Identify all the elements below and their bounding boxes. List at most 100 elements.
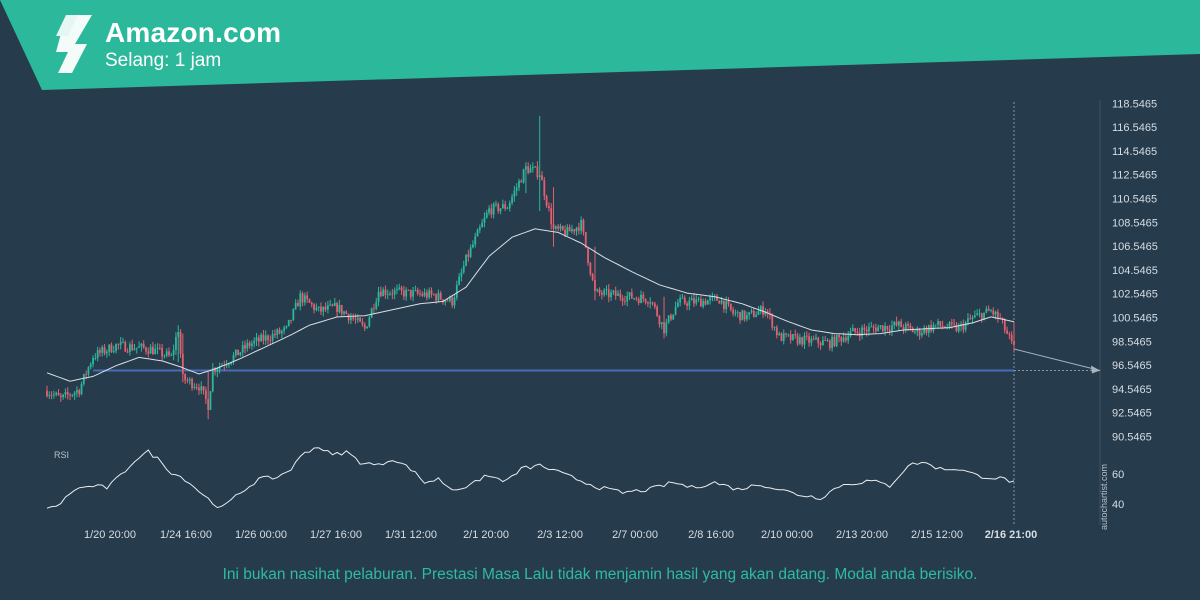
candle — [140, 342, 143, 352]
candle — [785, 332, 787, 338]
candle — [161, 343, 164, 362]
candle — [269, 335, 272, 345]
candle — [870, 321, 873, 328]
candle — [888, 324, 891, 336]
candle — [953, 318, 956, 327]
candle — [336, 301, 338, 317]
candle — [619, 289, 622, 301]
candle — [506, 206, 509, 210]
candle — [978, 308, 981, 318]
candle — [469, 244, 472, 259]
candle — [561, 225, 564, 231]
candle — [485, 209, 488, 219]
candle — [805, 331, 808, 341]
candle — [124, 340, 127, 353]
candle — [280, 329, 283, 339]
candle — [142, 340, 145, 350]
candle — [916, 326, 919, 337]
candle — [775, 325, 778, 339]
candle — [729, 303, 732, 312]
candle — [483, 212, 486, 228]
candle — [163, 354, 166, 359]
candle — [352, 313, 355, 321]
candle — [499, 208, 502, 215]
candle — [957, 322, 960, 334]
candle — [865, 325, 868, 337]
rsi-level-60: 60 — [1112, 469, 1124, 481]
candle — [921, 329, 923, 338]
candle — [343, 310, 345, 316]
candle — [350, 312, 352, 325]
candle — [734, 309, 737, 317]
candle — [973, 310, 976, 319]
candle — [587, 247, 589, 266]
candle — [382, 287, 385, 297]
candle — [301, 291, 304, 307]
candle — [425, 289, 428, 301]
candle — [612, 289, 615, 296]
candle — [838, 333, 840, 343]
candle — [458, 273, 461, 286]
y-tick-label: 90.5465 — [1112, 432, 1152, 444]
candle — [633, 297, 636, 301]
candle — [333, 297, 336, 307]
candle — [416, 287, 419, 296]
candle — [598, 287, 601, 297]
candle — [119, 337, 122, 350]
candle — [543, 176, 546, 201]
x-tick-label: 2/13 20:00 — [836, 529, 888, 541]
candle — [773, 326, 776, 331]
candle — [375, 297, 378, 311]
candle — [48, 391, 51, 399]
candle — [679, 294, 682, 307]
candle — [170, 352, 173, 357]
x-tick-label: 1/24 16:00 — [160, 529, 212, 541]
candle — [743, 310, 746, 322]
candle — [787, 333, 790, 337]
candle — [706, 299, 709, 305]
candle — [946, 323, 949, 330]
candle — [893, 320, 896, 330]
candle — [980, 312, 983, 323]
candle — [455, 280, 458, 301]
candle — [117, 343, 120, 350]
candle — [149, 344, 152, 354]
candle — [771, 313, 774, 331]
candle — [930, 320, 933, 333]
candle — [550, 203, 553, 230]
candle — [580, 216, 583, 235]
candle — [244, 340, 246, 354]
candle — [257, 334, 260, 347]
candle — [94, 353, 97, 361]
candle — [248, 340, 251, 349]
candle — [283, 325, 286, 335]
candle — [732, 306, 735, 317]
candle — [672, 314, 675, 321]
rsi-label: RSI — [54, 450, 69, 460]
candle — [623, 295, 626, 306]
candle — [412, 287, 414, 302]
candle — [87, 366, 90, 377]
candle — [635, 296, 638, 302]
candle — [306, 291, 309, 303]
candle — [656, 304, 659, 318]
y-tick-label: 112.5465 — [1112, 170, 1157, 182]
candle — [863, 323, 866, 335]
candle — [575, 226, 578, 236]
candle — [718, 300, 721, 304]
y-tick-label: 110.5465 — [1112, 194, 1157, 206]
candle — [145, 346, 147, 355]
candle — [559, 223, 562, 232]
y-tick-label: 104.5465 — [1112, 265, 1158, 277]
candle — [688, 296, 691, 311]
candle — [271, 330, 274, 344]
candle — [234, 349, 237, 358]
candle — [812, 335, 815, 341]
candle — [359, 316, 362, 322]
candle — [534, 166, 537, 169]
candle — [897, 320, 900, 331]
candle — [603, 288, 606, 297]
candle — [62, 393, 65, 400]
candle — [607, 284, 610, 303]
candle — [274, 329, 276, 339]
